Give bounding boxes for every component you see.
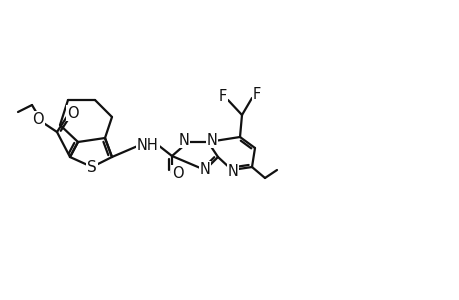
Text: F: F <box>252 86 261 101</box>
Text: N: N <box>178 133 189 148</box>
Text: N: N <box>199 161 210 176</box>
Text: F: F <box>218 88 227 104</box>
Text: NH: NH <box>137 137 158 152</box>
Text: O: O <box>32 112 44 127</box>
Text: S: S <box>87 160 97 175</box>
Text: N: N <box>227 164 238 178</box>
Text: O: O <box>172 166 184 181</box>
Text: N: N <box>206 133 217 148</box>
Text: O: O <box>67 106 78 121</box>
